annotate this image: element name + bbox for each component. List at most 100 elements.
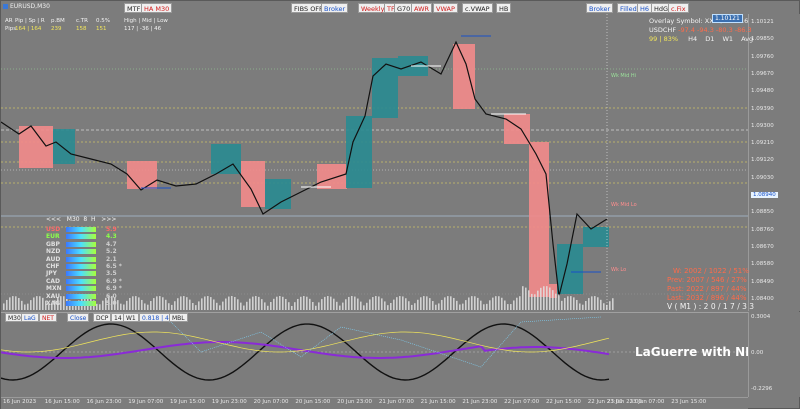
volume-bar <box>588 298 590 310</box>
toolbar-button-hb[interactable]: HB <box>496 3 512 13</box>
volume-bar <box>435 304 437 310</box>
strength-row-xau: XAU 6.0 <box>44 293 124 300</box>
time-axis[interactable]: 16 Jun 2023 16 Jun 15:00 16 Jun 23:00 19 Ju… <box>1 397 748 409</box>
volume-bar <box>555 293 557 310</box>
volume-bar <box>294 302 296 310</box>
volume-bar <box>27 303 29 310</box>
volume-bar <box>522 286 524 310</box>
toolbar-button-h6[interactable]: H6 <box>637 3 653 13</box>
info-row1-cell-2: p.BM <box>51 18 65 24</box>
volume-bar <box>57 297 59 310</box>
strength-bar <box>66 271 96 277</box>
volume-bar <box>282 296 284 310</box>
strength-value: 6.5 * <box>106 263 122 270</box>
time-label: 16 Jun 15:00 <box>44 399 80 405</box>
time-label: 19 Jun 15:00 <box>170 399 205 405</box>
overlay-values: -97.4 -94.3 -80.3 -86.3 <box>678 26 752 34</box>
strength-value: 4.7 <box>106 240 117 248</box>
volume-bar <box>516 297 518 310</box>
current-price-badge: 1.10121 <box>712 14 743 23</box>
volume-bar <box>186 297 188 310</box>
osc-button-lag[interactable]: LaG <box>21 313 39 322</box>
osc-button-mbl[interactable]: MBL <box>169 313 188 322</box>
volume-bar <box>609 301 611 310</box>
volume-bar <box>21 300 23 310</box>
strength-bar <box>66 227 96 232</box>
oscillator-scale[interactable]: 0.3004 0.00 -0.2296 <box>748 312 800 397</box>
price-label: 1.09760 <box>751 53 774 60</box>
volume-bar <box>438 303 440 310</box>
osc-button-close[interactable]: Close <box>67 313 90 322</box>
toolbar-button-ha-m30[interactable]: HA M30 <box>141 3 173 13</box>
toolbar-button-c-fix[interactable]: c.Fix <box>668 3 689 13</box>
strength-row-cad: CAD 6.9 * <box>44 278 124 285</box>
toolbar-button-vwap[interactable]: VWAP <box>433 3 458 13</box>
volume-bar <box>462 303 464 310</box>
strength-header[interactable]: <<< M30 8 H >>> <box>46 216 117 223</box>
strength-value: 6.9 * <box>106 285 122 293</box>
volume-bar <box>24 304 26 310</box>
volume-bar <box>600 299 602 310</box>
volume-bar <box>561 300 563 310</box>
osc-button-dcp[interactable]: DCP <box>93 313 112 322</box>
strength-bar <box>66 278 96 284</box>
volume-bar <box>240 302 242 310</box>
volume-bar <box>15 296 17 310</box>
toolbar-button-broker[interactable]: Broker <box>321 3 349 13</box>
volume-bar <box>378 296 380 310</box>
strength-currency: CAD <box>46 277 61 285</box>
price-label: 1.08760 <box>751 226 774 233</box>
volume-bar <box>486 303 488 310</box>
volume-bar <box>60 296 62 310</box>
volume-bar <box>3 303 5 310</box>
volume-bar <box>51 303 53 310</box>
volume-bar <box>252 296 254 310</box>
volume-bar <box>519 296 521 310</box>
toolbar-button-c-vwap[interactable]: c.VWAP <box>462 3 493 13</box>
volume-bar <box>42 297 44 310</box>
info-row2-cell-5: 117 | -36 | 46 <box>124 26 162 32</box>
strength-row-jpy: JPY 3.5 <box>44 270 124 277</box>
price-scale[interactable]: 1.10121 1.09850 1.09760 1.09670 1.09480 1.093… <box>748 14 800 311</box>
laguerre-oscillator[interactable] <box>1 312 748 397</box>
volume-bar <box>291 305 293 310</box>
volume-bar <box>192 303 194 310</box>
volume-bar <box>453 297 455 310</box>
volume-bar <box>384 301 386 310</box>
price-label: 1.09210 <box>751 140 774 147</box>
info-row2-cell-2: 239 <box>51 26 62 32</box>
osc-button-w1[interactable]: W1 <box>123 313 139 322</box>
overlay-tf-d1[interactable]: D1 <box>705 35 715 43</box>
volume-bar <box>33 297 35 310</box>
volume-bar <box>210 297 212 310</box>
volume-bar <box>591 296 593 310</box>
volume-bar <box>342 302 344 310</box>
cyan-line <box>150 316 602 368</box>
overlay-tf-h4[interactable]: H4 <box>688 35 698 43</box>
session-box <box>346 116 372 188</box>
price-label: 1.08850 <box>751 209 774 216</box>
volume-bar <box>63 296 65 310</box>
price-chart[interactable] <box>1 14 748 311</box>
overlay-tf-w1[interactable]: W1 <box>722 35 734 43</box>
volume-bar <box>324 296 326 310</box>
volume-bar <box>429 298 431 310</box>
strength-currency: XAU <box>46 292 60 300</box>
volume-bar <box>150 301 152 310</box>
volume-bar <box>309 298 311 310</box>
osc-button-net[interactable]: NET <box>39 313 57 322</box>
overlay-tf-avg[interactable]: Avg <box>741 35 754 43</box>
volume-bar <box>225 298 227 310</box>
strength-value: 5.0 <box>106 300 117 307</box>
price-label: 1.09670 <box>751 70 774 77</box>
volume-bar <box>138 297 140 310</box>
strength-bar <box>66 286 96 292</box>
volume-bar <box>468 297 470 310</box>
net-line <box>1 341 610 359</box>
volume-bar <box>579 303 581 310</box>
toolbar-button-broker[interactable]: Broker <box>586 3 614 13</box>
volume-bar <box>207 296 209 310</box>
toolbar-button-awr[interactable]: AWR <box>411 3 433 13</box>
strength-row-chf: CHF 6.5 * <box>44 263 124 270</box>
